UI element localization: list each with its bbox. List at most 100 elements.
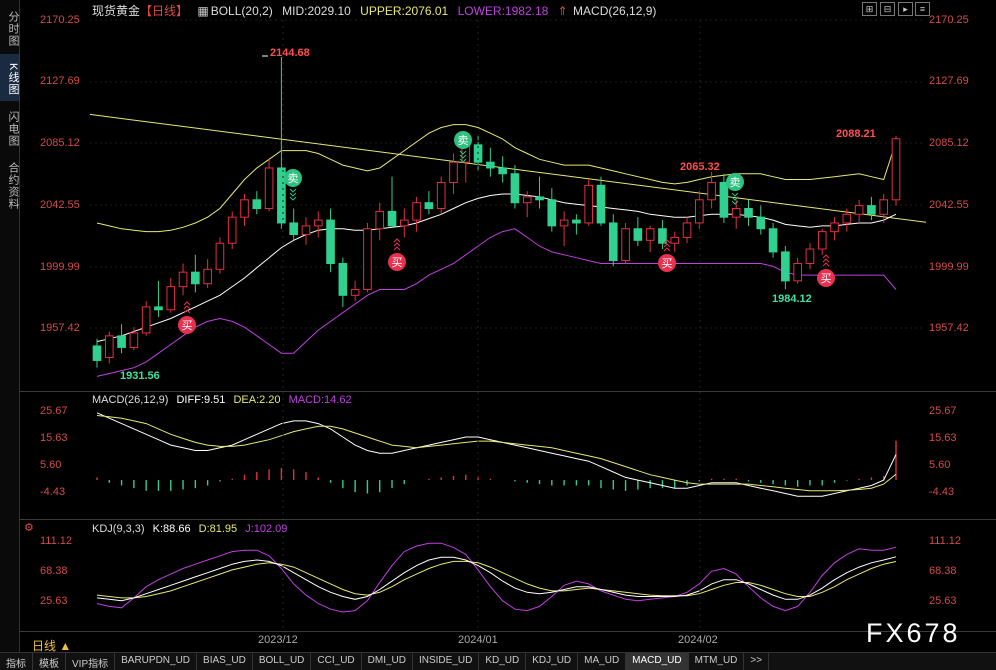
- price-label-left: 1957.42: [40, 322, 80, 334]
- signal-arrow: [393, 246, 401, 251]
- candle-body: [817, 231, 827, 250]
- kdj-label-right: 25.63: [929, 595, 957, 607]
- candle-body: [682, 222, 692, 238]
- kdj-d: D:81.95: [198, 523, 238, 535]
- tab-vip[interactable]: VIP指标: [66, 653, 116, 670]
- signal-arrow: [183, 309, 191, 314]
- candle-body: [436, 181, 446, 209]
- macd-title: MACD(26,12,9): [92, 394, 169, 406]
- tab-contract-info[interactable]: 合约资料: [7, 162, 19, 210]
- price-label-left: 2127.69: [40, 75, 80, 87]
- candle-body: [879, 199, 889, 215]
- candle-body: [412, 202, 421, 221]
- tab-mtm[interactable]: MTM_UD: [689, 653, 745, 670]
- tab-ma[interactable]: MA_UD: [578, 653, 627, 670]
- macd-diff-line: [96, 412, 897, 497]
- candle-body: [695, 199, 704, 224]
- timeframe-selector[interactable]: 日线 ▲: [32, 639, 72, 653]
- price-label-right: 2170.25: [929, 14, 969, 26]
- price-label-right: 1999.99: [929, 261, 969, 273]
- sell-signal-icon: [454, 131, 472, 149]
- expand-icon[interactable]: ▸: [898, 2, 913, 16]
- sell-signal-icon: [726, 173, 744, 191]
- macd-params: MACD(26,12,9): [573, 4, 657, 18]
- candle-body: [633, 228, 643, 241]
- candle-body: [608, 222, 618, 262]
- price-label-right: 2085.12: [929, 137, 969, 149]
- tab-boll[interactable]: BOLL_UD: [253, 653, 312, 670]
- candle-body: [805, 248, 815, 264]
- candle-body: [559, 219, 569, 227]
- tab-kdj[interactable]: KDJ_UD: [526, 653, 579, 670]
- boll-upper-line: [96, 124, 897, 233]
- candle-body: [326, 219, 335, 264]
- candle-body: [572, 219, 581, 224]
- candle-body: [227, 216, 237, 244]
- tab-macd[interactable]: MACD_UD: [626, 653, 689, 670]
- panel-divider: [19, 391, 996, 392]
- candle-body: [867, 205, 876, 215]
- price-label-left: 2170.25: [40, 14, 80, 26]
- candle-body: [842, 213, 852, 224]
- candle-body: [719, 181, 729, 218]
- settings-gear-icon[interactable]: ⚙: [24, 522, 34, 534]
- tab-timeshare[interactable]: 分时图: [7, 11, 19, 47]
- candle-body: [363, 228, 372, 291]
- candle-body: [621, 228, 630, 262]
- x-axis-label: 2024/02: [678, 634, 718, 646]
- period-label[interactable]: 【日线】: [140, 4, 189, 18]
- price-label-right: 2127.69: [929, 75, 969, 87]
- kdj-j: J:102.09: [245, 523, 288, 535]
- tab-inside[interactable]: INSIDE_UD: [413, 653, 480, 670]
- kdj-k-line: [96, 556, 897, 602]
- candle-body: [854, 205, 864, 215]
- candle-body: [289, 222, 298, 236]
- candle-body: [191, 271, 200, 285]
- kdj-d-line: [96, 560, 897, 599]
- indicator-tab-bar: 指标 模板 VIP指标 BARUPDN_UD BIAS_UD BOLL_UD C…: [0, 652, 996, 670]
- tab-kd[interactable]: KD_UD: [479, 653, 527, 670]
- main-chart-header: 现货黄金【日线】 ▦ BOLL(20,2) MID:2029.10 UPPER:2…: [92, 2, 662, 19]
- tab-dmi[interactable]: DMI_UD: [362, 653, 413, 670]
- tab-barupdn[interactable]: BARUPDN_UD: [115, 653, 198, 670]
- tab-cci[interactable]: CCI_UD: [311, 653, 362, 670]
- tab-kline[interactable]: K线图: [0, 54, 19, 101]
- buy-signal-label: 买: [821, 272, 832, 285]
- price-label-left: 2042.55: [40, 199, 80, 211]
- price-label-left: 1999.99: [40, 261, 80, 273]
- tab-more[interactable]: >>: [744, 653, 770, 670]
- candle-body: [350, 289, 360, 296]
- candle-body: [510, 173, 520, 204]
- tab-bias[interactable]: BIAS_UD: [197, 653, 253, 670]
- candle-body: [744, 207, 753, 218]
- candle-body: [768, 228, 778, 253]
- sell-signal-label: 卖: [458, 134, 469, 147]
- boll-indicator-icon[interactable]: ▦: [197, 4, 209, 18]
- candle-body: [645, 228, 655, 241]
- peak-annotation: 2065.32: [680, 161, 720, 173]
- macd-diff: DIFF:9.51: [176, 394, 226, 406]
- signal-arrow: [731, 192, 739, 197]
- price-label-right: 2042.55: [929, 199, 969, 211]
- candle-body: [277, 167, 286, 224]
- signal-arrow: [731, 196, 739, 201]
- tab-flash[interactable]: 闪电图: [7, 111, 19, 147]
- candle-body: [793, 262, 802, 282]
- tab-indicators[interactable]: 指标: [0, 653, 33, 670]
- boll-params: BOLL(20,2): [210, 4, 273, 18]
- boll-upper: UPPER:2076.01: [360, 4, 449, 18]
- kdj-header: KDJ(9,3,3) K:88.66 D:81.95 J:102.09: [92, 523, 292, 535]
- candle-body: [104, 335, 114, 359]
- candle-body: [670, 236, 680, 244]
- split-window-icon[interactable]: ⊟: [880, 2, 895, 16]
- layout-grid-icon[interactable]: ⊞: [862, 2, 877, 16]
- candle-body: [658, 228, 667, 244]
- tab-templates[interactable]: 模板: [33, 653, 66, 670]
- signal-arrow: [393, 238, 401, 243]
- candle-body: [166, 286, 176, 311]
- candle-body: [264, 167, 274, 209]
- menu-icon[interactable]: ≡: [915, 2, 930, 16]
- candle-body: [92, 345, 102, 361]
- candle-body: [203, 268, 212, 285]
